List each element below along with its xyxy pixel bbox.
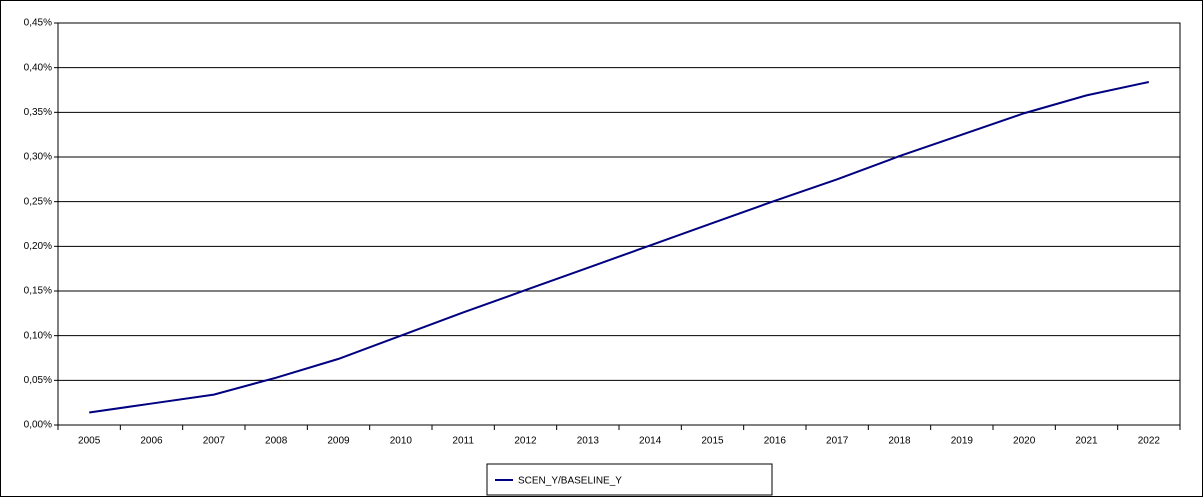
x-tick-label: 2012: [514, 436, 537, 447]
y-tick-label: 0,10%: [24, 330, 52, 341]
x-tick-label: 2007: [203, 436, 226, 447]
x-tick-label: 2008: [265, 436, 288, 447]
x-tick-label: 2011: [452, 436, 474, 447]
y-tick-label: 0,20%: [24, 241, 52, 252]
x-tick-label: 2021: [1075, 436, 1098, 447]
legend-label: SCEN_Y/BASELINE_Y: [518, 476, 622, 487]
x-tick-label: 2018: [888, 436, 911, 447]
y-tick-label: 0,30%: [24, 152, 52, 163]
x-tick-label: 2013: [577, 436, 600, 447]
x-tick-label: 2015: [701, 436, 724, 447]
y-tick-label: 0,45%: [24, 18, 52, 29]
y-tick-label: 0,35%: [24, 107, 52, 118]
line: [89, 80, 1150, 414]
x-tick-label: 2022: [1138, 436, 1161, 447]
y-tick-label: 0,15%: [24, 286, 52, 297]
x-tick-label: 2009: [327, 436, 350, 447]
x-tick-label: 2020: [1013, 436, 1036, 447]
y-tick-label: 0,05%: [24, 375, 52, 386]
x-tick-label: 2016: [764, 436, 787, 447]
x-tick-label: 2005: [78, 436, 101, 447]
y-tick-label: 0,40%: [24, 62, 52, 73]
x-tick-label: 2010: [390, 436, 413, 447]
x-tick-label: 2019: [951, 436, 974, 447]
x-tick-label: 2006: [140, 436, 163, 447]
x-tick-label: 2014: [639, 436, 662, 447]
x-tick-label: 2017: [826, 436, 849, 447]
plot-area: [57, 22, 1181, 426]
y-tick-label: 0,00%: [24, 420, 52, 431]
y-tick-label: 0,25%: [24, 196, 52, 207]
legend-box: [486, 463, 773, 496]
